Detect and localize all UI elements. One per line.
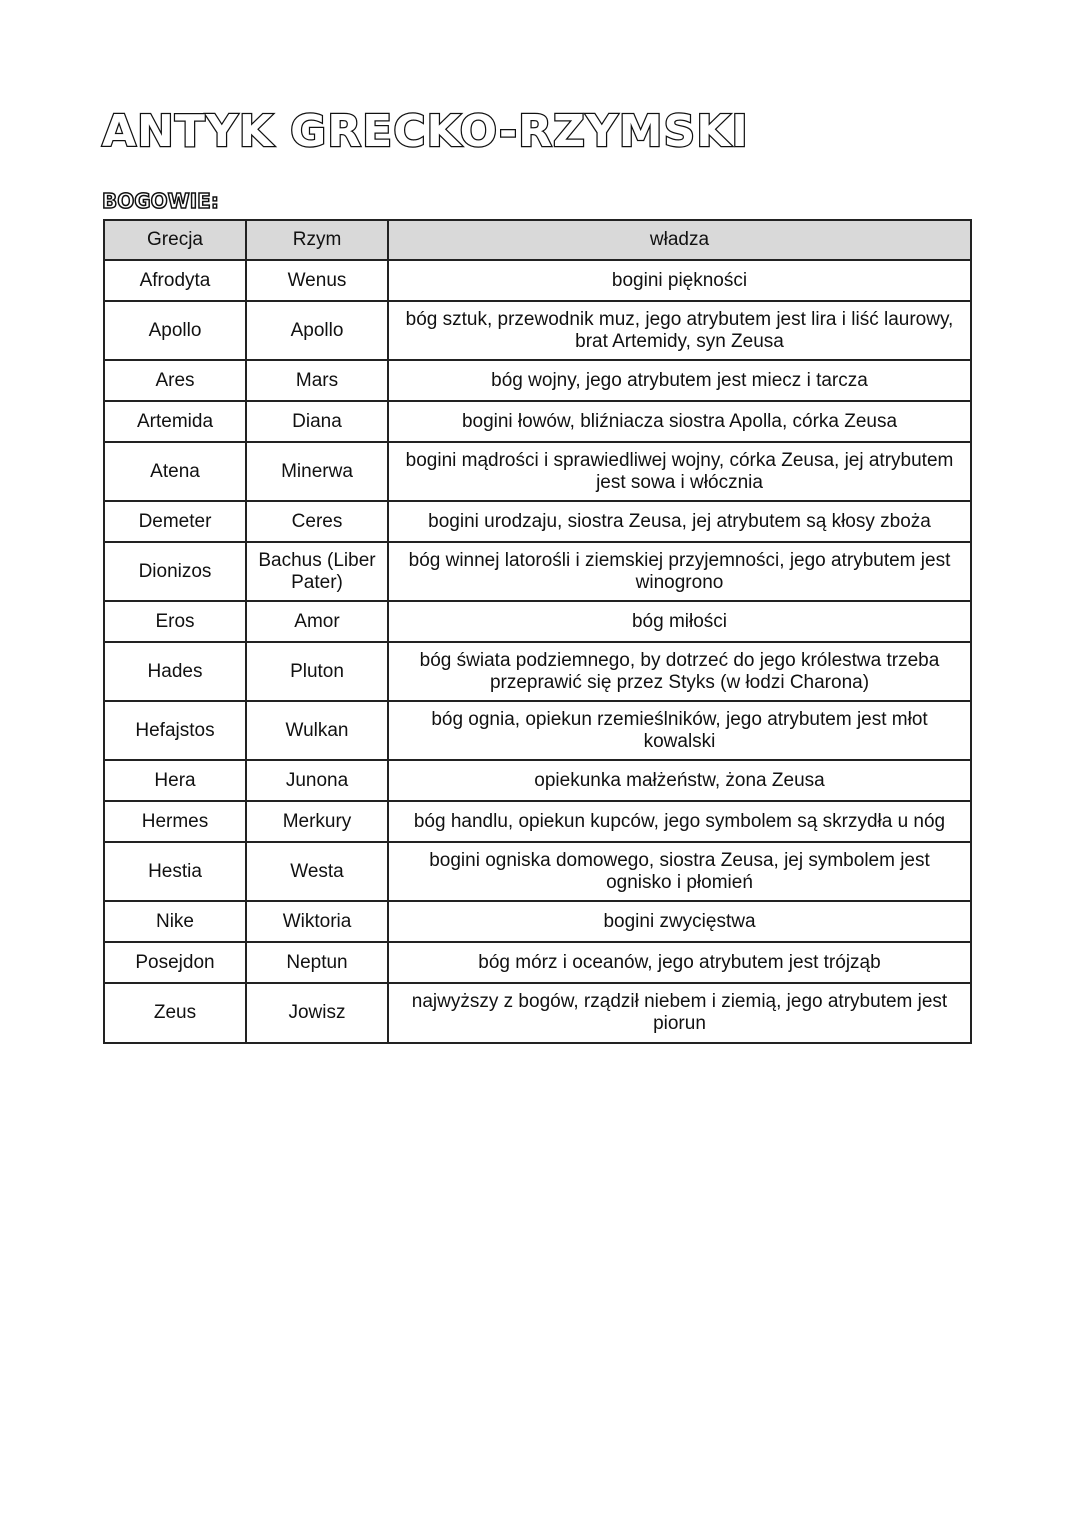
roman-name-cell: Apollo xyxy=(245,300,389,361)
domain-cell: bogini łowów, bliźniacza siostra Apolla,… xyxy=(387,400,972,443)
header-domain: władza xyxy=(387,219,972,261)
greek-name-cell: Eros xyxy=(103,600,247,643)
greek-name-cell: Apollo xyxy=(103,300,247,361)
greek-name-cell: Hermes xyxy=(103,800,247,843)
roman-name-cell: Mars xyxy=(245,359,389,402)
domain-cell: bogini piękności xyxy=(387,259,972,302)
gods-table: Grecja Rzym władza Afrodyta Wenus bogini p… xyxy=(103,219,972,1044)
roman-name-cell: Westa xyxy=(245,841,389,902)
roman-name-cell: Junona xyxy=(245,759,389,802)
table-header-row: Grecja Rzym władza xyxy=(103,219,972,261)
domain-cell: opiekunka małżeństw, żona Zeusa xyxy=(387,759,972,802)
header-rome: Rzym xyxy=(245,219,389,261)
roman-name-cell: Wiktoria xyxy=(245,900,389,943)
roman-name-cell: Merkury xyxy=(245,800,389,843)
greek-name-cell: Hefajstos xyxy=(103,700,247,761)
greek-name-cell: Nike xyxy=(103,900,247,943)
greek-name-cell: Afrodyta xyxy=(103,259,247,302)
roman-name-cell: Diana xyxy=(245,400,389,443)
table-row: Artemida Diana bogini łowów, bliźniacza si… xyxy=(103,400,972,443)
table-row: Hades Pluton bóg świata podziemnego, by do… xyxy=(103,641,972,702)
table-row: Hermes Merkury bóg handlu, opiekun kupców,… xyxy=(103,800,972,843)
roman-name-cell: Bachus (Liber Pater) xyxy=(245,541,389,602)
domain-cell: bóg ognia, opiekun rzemieślników, jego a… xyxy=(387,700,972,761)
section-heading: BOGOWIE: xyxy=(101,188,219,214)
roman-name-cell: Minerwa xyxy=(245,441,389,502)
roman-name-cell: Wenus xyxy=(245,259,389,302)
domain-cell: najwyższy z bogów, rządził niebem i ziem… xyxy=(387,982,972,1044)
table-row: Posejdon Neptun bóg mórz i oceanów, jego a… xyxy=(103,941,972,984)
table-row: Apollo Apollo bóg sztuk, przewodnik muz, j… xyxy=(103,300,972,361)
domain-cell: bóg świata podziemnego, by dotrzeć do je… xyxy=(387,641,972,702)
greek-name-cell: Hestia xyxy=(103,841,247,902)
roman-name-cell: Neptun xyxy=(245,941,389,984)
roman-name-cell: Pluton xyxy=(245,641,389,702)
domain-cell: bogini urodzaju, siostra Zeusa, jej atry… xyxy=(387,500,972,543)
table-row: Nike Wiktoria bogini zwycięstwa xyxy=(103,900,972,943)
table-body: Afrodyta Wenus bogini piękności Apollo Apoll… xyxy=(103,259,972,1044)
greek-name-cell: Atena xyxy=(103,441,247,502)
domain-cell: bóg handlu, opiekun kupców, jego symbole… xyxy=(387,800,972,843)
table-row: Afrodyta Wenus bogini piękności xyxy=(103,259,972,302)
table-row: Hera Junona opiekunka małżeństw, żona Zeus… xyxy=(103,759,972,802)
header-greece: Grecja xyxy=(103,219,247,261)
greek-name-cell: Demeter xyxy=(103,500,247,543)
greek-name-cell: Dionizos xyxy=(103,541,247,602)
domain-cell: bóg sztuk, przewodnik muz, jego atrybute… xyxy=(387,300,972,361)
domain-cell: bóg mórz i oceanów, jego atrybutem jest … xyxy=(387,941,972,984)
domain-cell: bóg winnej latorośli i ziemskiej przyjem… xyxy=(387,541,972,602)
table-row: Hestia Westa bogini ogniska domowego, sios… xyxy=(103,841,972,902)
roman-name-cell: Amor xyxy=(245,600,389,643)
table-row: Zeus Jowisz najwyższy z bogów, rządził nie… xyxy=(103,982,972,1044)
domain-cell: bogini zwycięstwa xyxy=(387,900,972,943)
roman-name-cell: Wulkan xyxy=(245,700,389,761)
table-row: Demeter Ceres bogini urodzaju, siostra Zeu… xyxy=(103,500,972,543)
greek-name-cell: Zeus xyxy=(103,982,247,1044)
greek-name-cell: Posejdon xyxy=(103,941,247,984)
domain-cell: bóg wojny, jego atrybutem jest miecz i t… xyxy=(387,359,972,402)
table-row: Eros Amor bóg miłości xyxy=(103,600,972,643)
roman-name-cell: Jowisz xyxy=(245,982,389,1044)
greek-name-cell: Hades xyxy=(103,641,247,702)
greek-name-cell: Hera xyxy=(103,759,247,802)
greek-name-cell: Artemida xyxy=(103,400,247,443)
table-row: Hefajstos Wulkan bóg ognia, opiekun rzemie… xyxy=(103,700,972,761)
roman-name-cell: Ceres xyxy=(245,500,389,543)
page-title: ANTYK GRECKO-RZYMSKI xyxy=(101,105,749,159)
domain-cell: bogini mądrości i sprawiedliwej wojny, c… xyxy=(387,441,972,502)
table-row: Dionizos Bachus (Liber Pater) bóg winnej l… xyxy=(103,541,972,602)
greek-name-cell: Ares xyxy=(103,359,247,402)
domain-cell: bogini ogniska domowego, siostra Zeusa, … xyxy=(387,841,972,902)
domain-cell: bóg miłości xyxy=(387,600,972,643)
table-row: Atena Minerwa bogini mądrości i sprawiedli… xyxy=(103,441,972,502)
table-row: Ares Mars bóg wojny, jego atrybutem jest m… xyxy=(103,359,972,402)
